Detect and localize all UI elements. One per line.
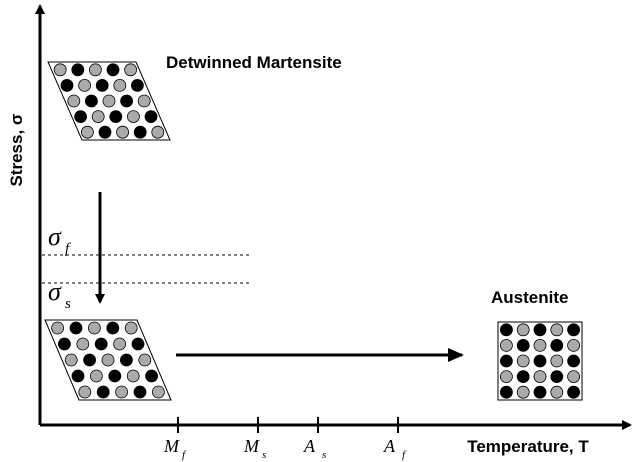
x-axis-label: Temperature, T [467, 437, 589, 456]
atom [152, 386, 164, 398]
atom [72, 370, 84, 382]
atom [534, 355, 546, 367]
atom [517, 371, 529, 383]
atom [96, 79, 108, 91]
atom [132, 338, 144, 350]
atom [500, 355, 512, 367]
stress-subscript: f [65, 241, 71, 257]
atom [534, 339, 546, 351]
atom [534, 386, 546, 398]
atom [145, 111, 157, 123]
atom [125, 322, 137, 334]
atom [146, 370, 158, 382]
atom [110, 111, 122, 123]
atom [152, 126, 164, 138]
atom [114, 338, 126, 350]
atom [58, 338, 70, 350]
atom [138, 95, 150, 107]
atom [54, 64, 66, 76]
phase-label: Austenite [491, 288, 568, 307]
tick-symbol: M [243, 436, 260, 456]
stress-symbol: σ [48, 277, 62, 306]
atom [568, 324, 580, 336]
atom [500, 339, 512, 351]
atom [97, 386, 109, 398]
atom [65, 354, 77, 366]
atom [517, 324, 529, 336]
atom [134, 386, 146, 398]
atom [79, 386, 91, 398]
tick-subscript: s [322, 449, 326, 461]
atom [551, 324, 563, 336]
stress-symbol: σ [48, 222, 62, 251]
atom [500, 386, 512, 398]
atom [568, 355, 580, 367]
atom [61, 79, 73, 91]
atom [517, 339, 529, 351]
atom [120, 354, 132, 366]
atom [131, 79, 143, 91]
atom [139, 354, 151, 366]
atom [85, 95, 97, 107]
atom [551, 339, 563, 351]
diagram: Stress, σ Temperature, T Detwinned Marte… [0, 0, 634, 462]
atom [127, 370, 139, 382]
atom [517, 355, 529, 367]
atom [75, 111, 87, 123]
atom [121, 95, 133, 107]
atom [92, 111, 104, 123]
atom [107, 322, 119, 334]
atom [551, 355, 563, 367]
atom [500, 324, 512, 336]
tick-symbol: A [303, 436, 316, 456]
tick-subscript: f [182, 449, 187, 461]
atom [551, 386, 563, 398]
atom [107, 64, 119, 76]
atom [52, 322, 64, 334]
atom [114, 79, 126, 91]
atom [99, 126, 111, 138]
atom [517, 386, 529, 398]
atom [134, 126, 146, 138]
atom [88, 322, 100, 334]
atom [84, 354, 96, 366]
atom [72, 64, 84, 76]
atom [79, 79, 91, 91]
atom [70, 322, 82, 334]
atom [500, 371, 512, 383]
atom [534, 371, 546, 383]
atom [116, 386, 128, 398]
tick-subscript: s [262, 449, 266, 461]
atom [568, 339, 580, 351]
atom [551, 371, 563, 383]
atom [117, 126, 129, 138]
y-axis-label: Stress, σ [7, 113, 26, 186]
atom [95, 338, 107, 350]
stress-subscript: s [65, 296, 71, 312]
atom [77, 338, 89, 350]
atom [102, 354, 114, 366]
atom [90, 370, 102, 382]
atom [534, 324, 546, 336]
atom [68, 95, 80, 107]
atom [89, 64, 101, 76]
tick-symbol: M [163, 436, 180, 456]
atom [127, 111, 139, 123]
atom [109, 370, 121, 382]
atom [568, 371, 580, 383]
atom [103, 95, 115, 107]
atom [81, 126, 93, 138]
atom [568, 386, 580, 398]
tick-symbol: A [383, 436, 396, 456]
phase-label: Detwinned Martensite [166, 53, 342, 72]
lattices [45, 62, 582, 400]
atom [125, 64, 137, 76]
tick-subscript: f [402, 449, 407, 461]
